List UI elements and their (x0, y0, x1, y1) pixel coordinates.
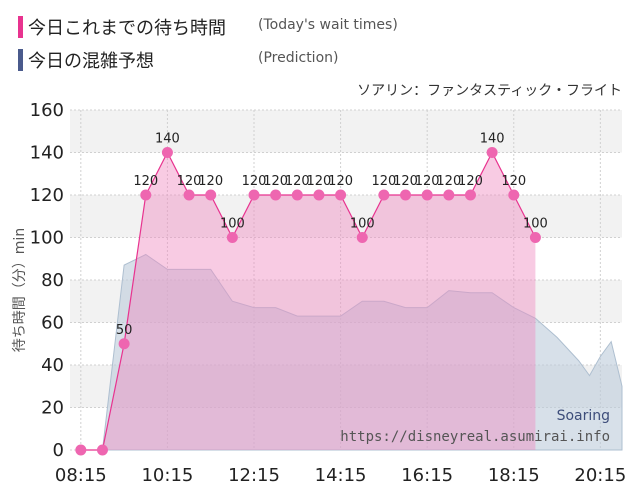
x-tick-label: 08:15 (55, 465, 107, 486)
today-point (248, 189, 260, 201)
data-label: 50 (116, 323, 133, 338)
x-tick-label: 12:15 (228, 465, 280, 486)
x-tick-label: 20:15 (574, 465, 626, 486)
plot-band (70, 152, 622, 195)
data-label: 120 (371, 174, 396, 189)
series-areas (80, 151, 623, 451)
today-point (443, 189, 455, 201)
y-tick-label: 120 (30, 185, 64, 206)
legend-swatch-today (18, 16, 23, 38)
y-tick-label: 20 (41, 398, 64, 419)
today-point (400, 189, 412, 201)
data-label: 120 (198, 174, 223, 189)
data-labels: 5012014012012010012012012012012010012012… (116, 132, 548, 338)
y-tick-label: 80 (41, 270, 64, 291)
today-point (270, 189, 282, 201)
y-tick-label: 40 (41, 355, 64, 376)
today-point (421, 189, 433, 201)
data-label: 100 (220, 217, 245, 232)
today-point (464, 189, 476, 201)
data-label: 120 (415, 174, 440, 189)
y-tick-label: 140 (30, 143, 64, 164)
data-label: 140 (155, 132, 180, 147)
data-label: 120 (393, 174, 418, 189)
today-point (378, 189, 390, 201)
data-points (75, 147, 541, 456)
legend-sublabel-prediction: (Prediction) (258, 50, 339, 66)
data-label: 120 (436, 174, 461, 189)
today-point (313, 189, 325, 201)
today-point (291, 189, 303, 201)
y-tick-label: 160 (30, 100, 64, 121)
data-label: 120 (458, 174, 483, 189)
data-label: 120 (285, 174, 310, 189)
today-point (118, 338, 130, 350)
legend-swatch-prediction (18, 49, 23, 71)
data-label: 120 (501, 174, 526, 189)
legend-sublabel-today: (Today's wait times) (258, 17, 398, 33)
today-point (508, 189, 520, 201)
today-point (96, 444, 108, 456)
data-label: 120 (307, 174, 332, 189)
x-tick-label: 18:15 (488, 465, 540, 486)
prediction-area (80, 253, 623, 451)
data-label: 120 (328, 174, 353, 189)
data-label: 100 (350, 217, 375, 232)
y-tick-label: 100 (30, 228, 64, 249)
watermark-name: Soaring (557, 408, 610, 424)
watermark-url: https://disneyreal.asumirai.info (340, 429, 610, 445)
today-point (183, 189, 195, 201)
legend-label-today: 今日これまでの待ち時間 (28, 18, 226, 39)
today-point (335, 189, 347, 201)
today-point (486, 147, 498, 158)
y-tick-label: 60 (41, 313, 64, 334)
today-point (75, 444, 87, 456)
today-point (356, 232, 368, 243)
data-label: 120 (177, 174, 202, 189)
plot-band (70, 195, 622, 238)
today-point (140, 189, 152, 201)
today-point (529, 232, 541, 243)
today-area (80, 152, 536, 450)
today-point (161, 147, 173, 158)
data-label: 120 (242, 174, 267, 189)
today-point (226, 232, 238, 243)
data-label: 100 (523, 217, 548, 232)
data-label: 120 (263, 174, 288, 189)
x-tick-label: 10:15 (141, 465, 193, 486)
data-label: 120 (133, 174, 158, 189)
axes: 0 20 40 60 80 100 120 140 160 08:15 10:15 12:15 14:1… (30, 100, 627, 486)
x-tick-label: 16:15 (401, 465, 453, 486)
y-tick-label: 0 (53, 440, 64, 461)
data-label: 140 (480, 132, 505, 147)
attraction-title: ソアリン：ファンタスティック・フライト (357, 83, 622, 99)
today-line (80, 151, 536, 451)
x-tick-label: 14:15 (315, 465, 367, 486)
today-point (205, 189, 217, 201)
legend-label-prediction: 今日の混雑予想 (28, 51, 154, 72)
plot-band (70, 110, 622, 153)
y-axis-label: 待ち時間（分）min (12, 228, 28, 352)
